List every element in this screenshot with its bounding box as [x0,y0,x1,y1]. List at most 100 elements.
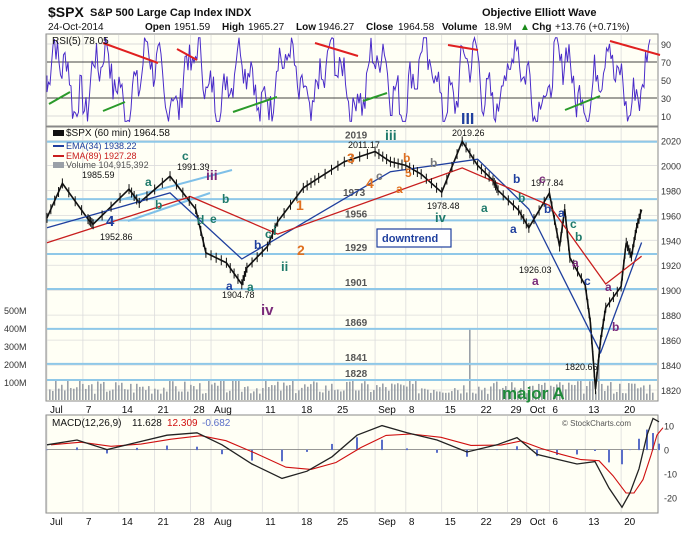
support-level-label: 1841 [345,353,368,364]
wave-label: III [461,111,474,128]
volume-bar [322,392,324,400]
volume-bar [475,393,477,400]
volume-tick-label: 200M [4,360,27,370]
volume-bar [409,380,411,400]
volume-bar [148,386,150,400]
macd-hist-bar [658,443,660,451]
volume-bar [586,386,588,400]
volume-bar [319,391,321,400]
x-tick-label: 18 [301,517,313,528]
rsi-tick-label: 10 [661,112,671,122]
volume-bar [154,388,156,400]
price-tick-label: 1880 [661,311,681,321]
macd-hist-bar [196,446,198,451]
macd-hist-bar [76,447,78,451]
volume-bar [229,390,231,400]
volume-bar [376,385,378,400]
volume-bar [394,384,396,400]
volume-bar [220,380,222,400]
x-tick-label: 8 [409,405,415,416]
price-tick-label: 1860 [661,336,681,346]
volume-bar [52,390,54,400]
volume-bar [406,386,408,400]
x-tick-label: 29 [510,405,522,416]
volume-bar [235,380,237,400]
volume-bar [493,383,495,400]
price-legend-swatch [53,130,64,136]
volume-tick-label: 300M [4,342,27,352]
price-legend-text: $SPX (60 min) 1964.58 [66,128,170,139]
volume-bar [298,390,300,400]
wave-label: b [403,151,410,165]
volume-bar [451,391,453,400]
x-tick-label: 22 [481,405,493,416]
x-tick-label: 22 [481,517,493,528]
volume-bar [427,389,429,400]
volume-bar [358,390,360,400]
rsi-tick-label: 70 [661,58,671,68]
macd-value: 11.628 [132,418,162,429]
x-axis-bottom: Jul 7 14 21 28 Aug 11 18 25 Sep 8 15 22 29 Oct 6 13 20 [50,517,636,528]
macd-legend: MACD(12,26,9) 11.628 12.309 -0.682 [52,418,231,429]
volume-bar [334,390,336,400]
volume-bar [250,393,252,400]
volume-bar [193,386,195,400]
wave-label: 2 [297,242,305,258]
x-tick-label: Sep [378,517,396,528]
rsi-support-line [564,95,601,111]
volume-bar [100,383,102,400]
volume-bar [619,383,621,400]
rsi-support-line [362,92,388,102]
volume-bar [58,388,60,400]
volume-bar [595,391,597,400]
volume-bar [223,380,225,400]
volume-bar [55,380,57,400]
volume-bar [505,386,507,400]
volume-bar [589,381,591,400]
wave-label: b [513,172,520,186]
volume-bar [355,390,357,400]
volume-bar [118,385,120,400]
wave-label: b [430,156,437,170]
x-tick-label: 8 [409,517,415,528]
rsi-tick-label: 50 [661,76,671,86]
wave-label: 4 [366,175,374,191]
volume-bar [136,383,138,400]
volume-bar [256,388,258,400]
volume-bar [82,383,84,400]
volume-bar [646,393,648,400]
volume-bar [490,386,492,400]
x-tick-label: Aug [214,517,232,528]
channel-line [127,192,211,222]
macd-hist-bar [406,448,408,451]
volume-bar [412,383,414,400]
x-tick-label: 14 [122,405,134,416]
volume-bar [310,384,312,400]
wave-label: e [210,212,217,226]
volume-bar [604,391,606,400]
price-tick-label: 1920 [661,261,681,271]
volume-bar [565,389,567,400]
watermark: © StockCharts.com [562,419,631,428]
volume-bar [265,380,267,400]
volume-bar [163,387,165,400]
x-tick-label: 14 [122,517,134,528]
volume-bar [286,385,288,400]
volume-bar [478,386,480,400]
wave-label: a [510,222,517,236]
volume-bar [529,386,531,400]
low-label: Low [296,22,316,33]
volume-bar [172,381,174,400]
volume-bar [67,380,69,400]
volume-bar [454,388,456,400]
x-tick-label: 20 [624,517,636,528]
macd-legend-label: MACD(12,26,9) [52,418,121,429]
volume-bar [502,387,504,400]
volume-bar [625,393,627,400]
volume-bar [439,391,441,400]
wave-label: b [155,198,162,212]
wave-label: c [570,217,577,231]
macd-hist-bar [106,449,108,454]
wave-label: b [612,320,619,334]
